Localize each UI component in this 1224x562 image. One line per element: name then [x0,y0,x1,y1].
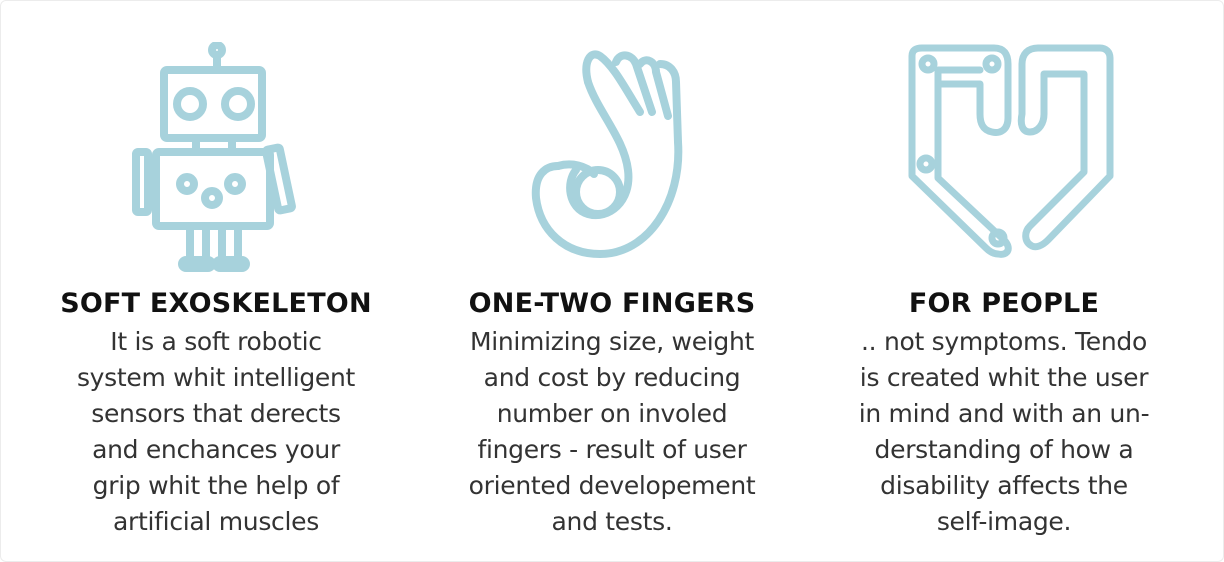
hand-heart-icon [800,40,1208,280]
description-line: and cost by reducing [483,363,741,392]
description-line: fingers - result of user [477,435,747,464]
feature-for-people: FOR PEOPLE .. not symptoms. Tendo is cre… [800,0,1208,562]
description-line: sensors that derects [91,399,341,428]
description-line: system whit intelligent [76,363,356,392]
feature-description: It is a soft robotic system whit intelli… [12,324,420,540]
description-line: self-image. [936,507,1072,536]
feature-description: .. not symptoms. Tendo is created whit t… [800,324,1208,540]
feature-description: Minimizing size, weight and cost by redu… [408,324,816,540]
description-line: and tests. [551,507,673,536]
feature-soft-exoskeleton: SOFT EXOSKELETON It is a soft robotic sy… [12,0,420,562]
description-line: It is a soft robotic [110,327,322,356]
feature-title: SOFT EXOSKELETON [60,288,372,319]
description-line: number on involed [496,399,728,428]
description-line: oriented developement [468,471,756,500]
description-line: artificial muscles [113,507,319,536]
description-line: is created whit the user [859,363,1149,392]
feature-one-two-fingers: ONE-TWO FINGERS Minimizing size, weight … [408,0,816,562]
description-line: in mind and with an un- [858,399,1150,428]
description-line: disability affects the [880,471,1128,500]
robot-icon [12,40,420,280]
description-line: and enchances your [92,435,340,464]
ok-hand-icon [408,40,816,280]
description-line: Minimizing size, weight [469,327,755,356]
feature-title: ONE-TWO FINGERS [468,288,756,319]
feature-title: FOR PEOPLE [908,288,1100,319]
description-line: grip whit the help of [92,471,340,500]
description-line: derstanding of how a [874,435,1134,464]
description-line: .. not symptoms. Tendo [861,327,1147,356]
